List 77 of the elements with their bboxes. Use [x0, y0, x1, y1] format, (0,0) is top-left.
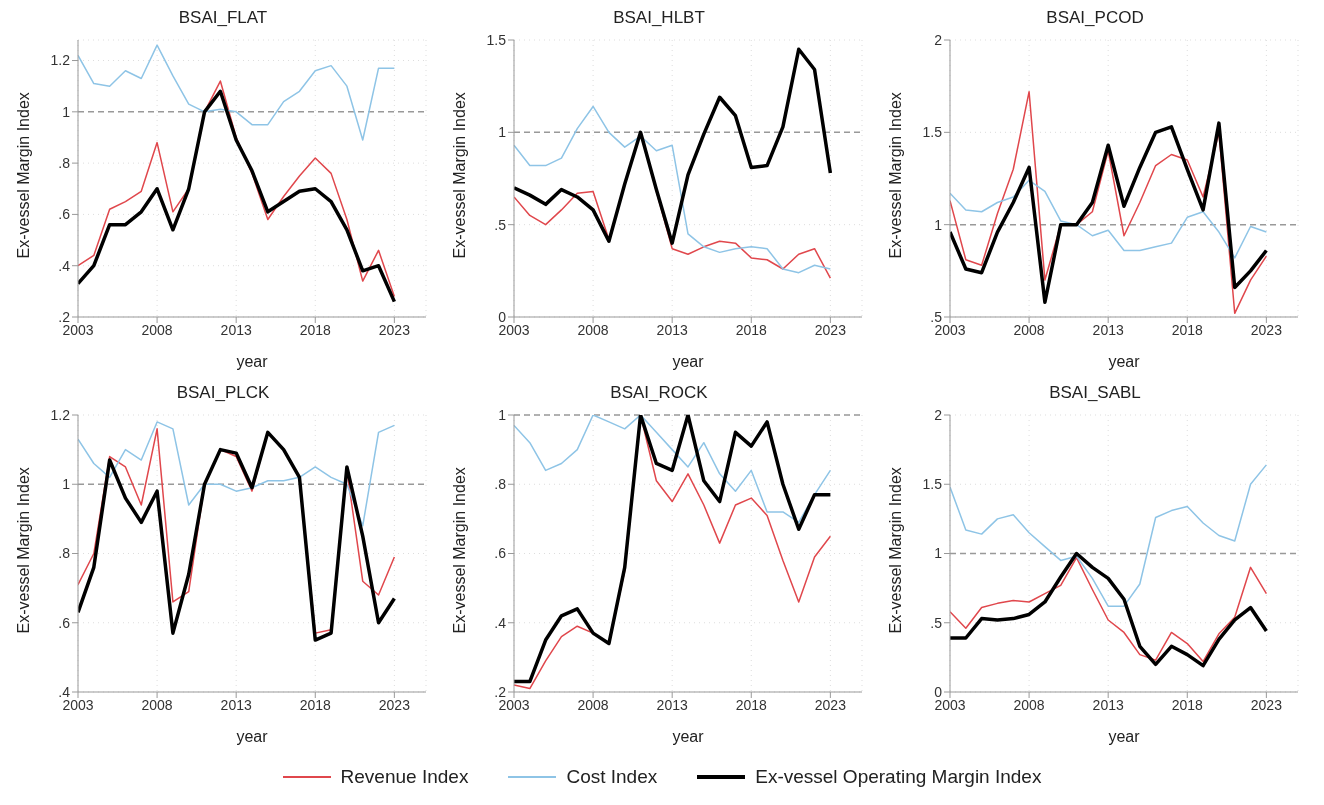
x-axis-title: year: [672, 728, 705, 745]
chart-title: BSAI_HLBT: [612, 8, 706, 29]
y-tick-label: .6: [58, 614, 71, 631]
x-axis-title: year: [672, 353, 705, 370]
x-tick-label: 2013: [656, 696, 688, 713]
y-axis-title: Ex-vessel Margin Index: [886, 467, 904, 634]
y-axis-title: Ex-vessel Margin Index: [14, 467, 32, 634]
y-tick-label: .6: [58, 206, 71, 223]
x-tick-label: 2018: [1171, 321, 1204, 338]
y-tick-label: .8: [494, 476, 507, 493]
x-tick-label: 2023: [1250, 696, 1283, 713]
x-tick-label: 2018: [299, 696, 332, 713]
chart-title: BSAI_ROCK: [609, 383, 709, 404]
x-tick-label: 2013: [1092, 696, 1124, 713]
x-tick-label: 2018: [299, 321, 332, 338]
legend-label: Ex-vessel Operating Margin Index: [755, 766, 1042, 788]
y-tick-label: .5: [494, 216, 507, 233]
x-tick-label: 2023: [1250, 321, 1283, 338]
y-tick-label: 1.5: [922, 124, 943, 141]
x-axis-title: year: [1108, 728, 1141, 745]
y-axis-title: Ex-vessel Margin Index: [886, 92, 904, 259]
y-tick-label: .4: [494, 614, 507, 631]
y-axis-title: Ex-vessel Margin Index: [14, 92, 32, 259]
y-tick-label: .8: [58, 545, 71, 562]
chart-title: BSAI_PCOD: [1045, 8, 1145, 29]
y-axis-title: Ex-vessel Margin Index: [450, 467, 468, 634]
x-tick-label: 2008: [577, 696, 609, 713]
chart-title: BSAI_FLAT: [177, 8, 269, 29]
x-axis-title: year: [236, 353, 269, 370]
y-tick-label: .5: [930, 614, 943, 631]
line-series: [78, 421, 396, 527]
y-tick-label: 1: [62, 476, 71, 493]
line-series: [514, 47, 833, 245]
x-tick-label: 2013: [220, 696, 252, 713]
y-axis-title: Ex-vessel Margin Index: [450, 92, 468, 259]
chart-title: BSAI_SABL: [1048, 383, 1142, 404]
line-series: [950, 179, 1268, 259]
x-tick-label: 2008: [141, 321, 173, 338]
line-series: [950, 90, 1268, 315]
y-tick-label: 1: [498, 124, 507, 141]
chart-title: BSAI_PLCK: [175, 383, 271, 404]
y-tick-label: 1.5: [486, 31, 507, 48]
y-tick-label: .4: [58, 257, 71, 274]
x-tick-label: 2008: [141, 696, 173, 713]
line-series: [514, 415, 832, 524]
x-tick-label: 2013: [656, 321, 688, 338]
x-tick-label: 2008: [1013, 696, 1045, 713]
legend-label: Revenue Index: [340, 766, 469, 788]
y-tick-label: 1.2: [50, 406, 71, 423]
y-tick-label: .8: [58, 155, 71, 172]
x-axis-title: year: [236, 728, 269, 745]
x-tick-label: 2008: [577, 321, 609, 338]
y-tick-label: .6: [494, 545, 507, 562]
line-series: [950, 464, 1268, 607]
y-tick-label: 2: [934, 31, 943, 48]
x-tick-label: 2023: [378, 696, 411, 713]
y-tick-label: 1: [498, 406, 507, 423]
x-tick-label: 2018: [735, 321, 768, 338]
legend-label: Cost Index: [566, 766, 658, 788]
x-tick-label: 2018: [735, 696, 768, 713]
x-tick-label: 2023: [814, 696, 847, 713]
line-series: [950, 121, 1269, 304]
y-tick-label: 1.5: [922, 476, 943, 493]
x-tick-label: 2023: [378, 321, 411, 338]
x-tick-label: 2013: [220, 321, 252, 338]
y-tick-label: 1.2: [50, 52, 71, 69]
line-series: [514, 105, 832, 274]
x-tick-label: 2018: [1171, 696, 1204, 713]
x-tick-label: 2008: [1013, 321, 1045, 338]
line-series: [78, 44, 396, 141]
y-tick-label: 1: [934, 545, 943, 562]
y-tick-label: 1: [934, 216, 943, 233]
y-tick-label: 2: [934, 406, 943, 423]
x-tick-label: 2013: [1092, 321, 1124, 338]
y-tick-label: 1: [62, 103, 71, 120]
x-tick-label: 2023: [814, 321, 847, 338]
x-axis-title: year: [1108, 353, 1141, 370]
